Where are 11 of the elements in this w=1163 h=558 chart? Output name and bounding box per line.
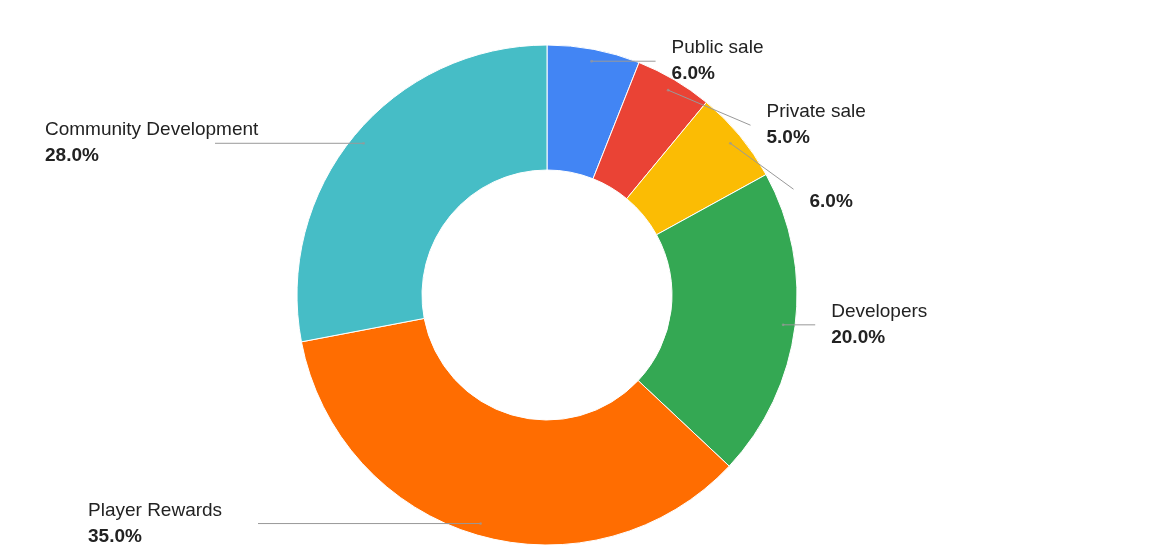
slice-label: Community Development <box>45 118 260 140</box>
slice-label: Public sale <box>671 36 764 58</box>
data-label: 35.0% <box>88 524 142 546</box>
data-label: 28.0% <box>45 144 99 166</box>
data-label: 6.0% <box>809 190 853 212</box>
data-label: 6.0% <box>671 62 715 84</box>
slice-label: Private sale <box>766 100 866 122</box>
data-label: 5.0% <box>766 126 810 148</box>
data-label: 20.0% <box>831 325 886 347</box>
slice-label: Developers <box>831 299 928 321</box>
slice-label: Player Rewards <box>88 498 223 520</box>
